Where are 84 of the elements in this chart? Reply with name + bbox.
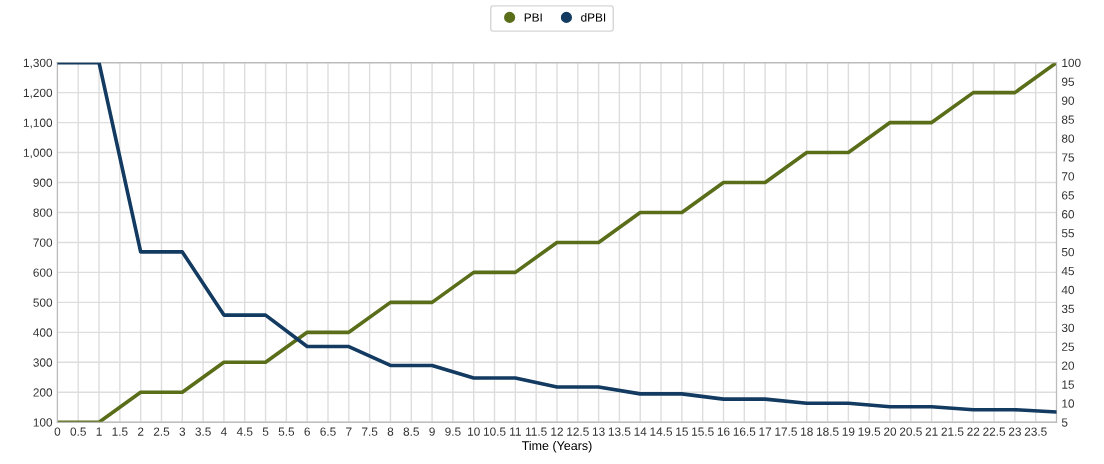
x-tick-label: 3.5 bbox=[195, 427, 211, 436]
x-tick-label: 1.5 bbox=[112, 427, 128, 436]
x-tick-label: 11 bbox=[510, 427, 521, 436]
x-tick-label: 18 bbox=[801, 427, 813, 436]
x-tick-label: 14 bbox=[634, 427, 647, 436]
x-tick-label: 15.5 bbox=[692, 427, 714, 436]
y-tick-label: 700 bbox=[33, 238, 53, 247]
x-tick-label: 16 bbox=[717, 427, 730, 436]
y2-tick-label: 5 bbox=[1061, 418, 1068, 427]
y2-tick-label: 60 bbox=[1061, 210, 1075, 219]
x-tick-label: 13 bbox=[592, 427, 605, 436]
x-tick-label: 18.5 bbox=[816, 427, 839, 436]
y2-tick-label: 35 bbox=[1061, 304, 1075, 314]
y2-tick-label: 95 bbox=[1061, 77, 1075, 86]
y2-tick-label: 30 bbox=[1061, 323, 1075, 332]
x-tick-label: 17 bbox=[759, 427, 772, 436]
x-tick-label: 4 bbox=[220, 427, 227, 436]
x-tick-label: 21.5 bbox=[941, 427, 964, 436]
y2-tick-label: 10 bbox=[1062, 399, 1075, 408]
x-tick-label: 11.5 bbox=[526, 427, 547, 436]
y-tick-label: 200 bbox=[33, 388, 53, 397]
x-tick-label: 12.5 bbox=[567, 427, 589, 436]
x-tick-label: 9 bbox=[429, 427, 435, 436]
y-tick-label: 300 bbox=[33, 358, 53, 367]
y2-tick-label: 100 bbox=[1062, 58, 1081, 68]
y2-tick-label: 70 bbox=[1061, 172, 1075, 181]
y2-tick-label: 20 bbox=[1061, 361, 1075, 370]
x-tick-label: 20.5 bbox=[899, 427, 922, 436]
y2-tick-label: 40 bbox=[1061, 285, 1075, 295]
y-tick-label: 1,300 bbox=[23, 58, 53, 69]
y2-tick-label: 50 bbox=[1061, 247, 1075, 257]
x-tick-label: 10 bbox=[468, 427, 480, 436]
y-tick-label: 100 bbox=[33, 418, 53, 427]
x-tick-label: 4.5 bbox=[236, 427, 253, 436]
y2-tick-label: 25 bbox=[1061, 342, 1075, 351]
y-tick-label: 900 bbox=[33, 178, 53, 187]
y2-tick-label: 55 bbox=[1061, 229, 1075, 238]
x-tick-label: 5 bbox=[262, 427, 269, 436]
x-tick-label: 8 bbox=[387, 427, 394, 436]
x-axis-title: Time (Years) bbox=[521, 440, 592, 453]
y-tick-label: 1,100 bbox=[23, 118, 53, 129]
x-tick-label: 0 bbox=[54, 427, 61, 436]
y2-tick-label: 80 bbox=[1061, 134, 1075, 143]
x-tick-label: 6 bbox=[304, 427, 310, 436]
x-tick-label: 2.5 bbox=[153, 427, 170, 436]
x-tick-label: 3 bbox=[179, 427, 186, 436]
y-tick-label: 400 bbox=[33, 328, 53, 337]
x-tick-label: 15 bbox=[676, 427, 688, 436]
x-tick-label: 20 bbox=[884, 427, 897, 436]
x-tick-label: 21 bbox=[925, 427, 938, 436]
legend-label: dPBI bbox=[581, 12, 606, 22]
x-tick-label: 2 bbox=[137, 427, 144, 436]
x-tick-label: 5.5 bbox=[278, 427, 295, 436]
y2-tick-label: 45 bbox=[1061, 266, 1075, 276]
x-tick-label: 8.5 bbox=[403, 427, 419, 436]
y-tick-label: 500 bbox=[33, 298, 53, 307]
x-tick-label: 9.5 bbox=[445, 427, 461, 436]
y2-tick-label: 75 bbox=[1061, 153, 1075, 162]
x-tick-label: 22.5 bbox=[983, 427, 1006, 436]
y2-tick-label: 65 bbox=[1061, 191, 1075, 200]
x-tick-label: 19.5 bbox=[858, 427, 881, 436]
x-tick-label: 16.5 bbox=[733, 427, 756, 436]
x-tick-label: 7 bbox=[346, 427, 352, 436]
x-tick-label: 22 bbox=[967, 427, 980, 436]
x-tick-label: 23 bbox=[1008, 427, 1021, 436]
x-tick-label: 12 bbox=[551, 427, 563, 436]
x-tick-label: 23.5 bbox=[1024, 427, 1047, 436]
x-tick-label: 10.5 bbox=[483, 427, 506, 436]
x-tick-label: 6.5 bbox=[320, 427, 336, 436]
y2-tick-label: 85 bbox=[1061, 115, 1075, 124]
legend-label: PBI bbox=[524, 13, 542, 22]
x-tick-label: 7.5 bbox=[362, 427, 378, 436]
x-tick-label: 14.5 bbox=[650, 427, 673, 436]
x-tick-label: 0.5 bbox=[70, 427, 86, 436]
y-tick-label: 800 bbox=[33, 208, 53, 217]
y-tick-label: 600 bbox=[33, 268, 53, 277]
x-tick-label: 13.5 bbox=[608, 427, 631, 436]
x-tick-label: 17.5 bbox=[775, 427, 797, 436]
y2-tick-label: 15 bbox=[1062, 380, 1075, 389]
x-tick-label: 1 bbox=[96, 427, 102, 436]
y-tick-label: 1,000 bbox=[23, 148, 53, 159]
y-tick-label: 1,200 bbox=[23, 88, 53, 99]
y2-tick-label: 90 bbox=[1061, 96, 1075, 105]
x-tick-label: 19 bbox=[842, 427, 855, 436]
